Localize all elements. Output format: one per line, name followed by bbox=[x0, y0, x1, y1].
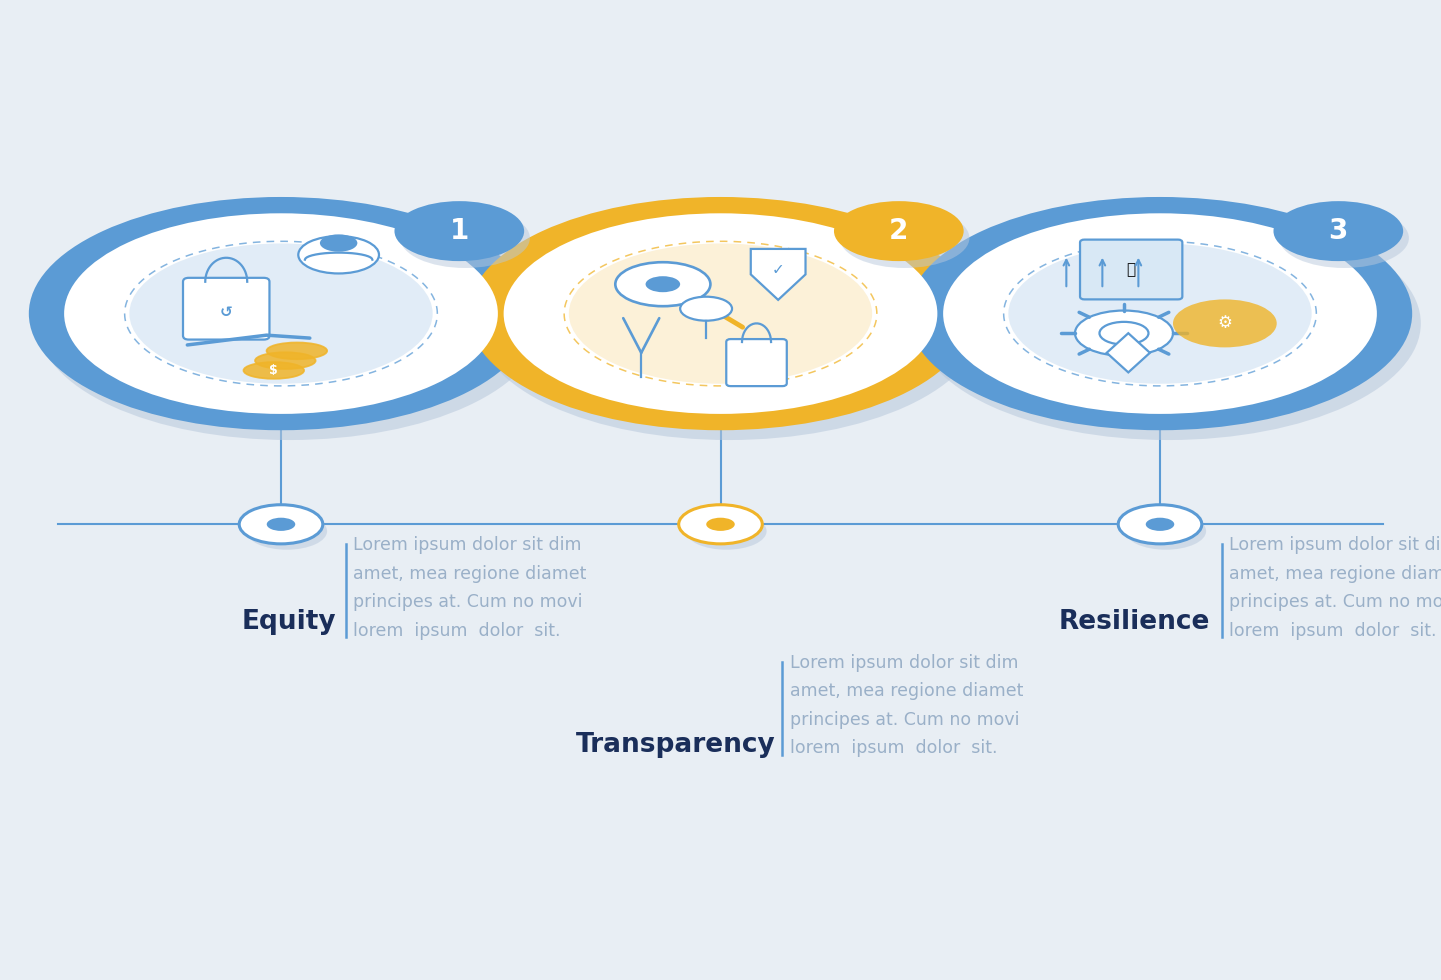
Ellipse shape bbox=[401, 208, 530, 268]
FancyBboxPatch shape bbox=[183, 277, 269, 339]
Text: 2: 2 bbox=[889, 218, 908, 245]
Ellipse shape bbox=[1099, 321, 1148, 345]
Ellipse shape bbox=[679, 505, 762, 544]
Ellipse shape bbox=[37, 207, 542, 440]
Text: $: $ bbox=[269, 364, 278, 377]
Text: 3: 3 bbox=[1329, 218, 1347, 245]
Ellipse shape bbox=[130, 243, 432, 384]
Ellipse shape bbox=[569, 243, 872, 384]
Ellipse shape bbox=[840, 208, 970, 268]
Text: Transparency: Transparency bbox=[575, 732, 775, 758]
Ellipse shape bbox=[916, 207, 1421, 440]
Ellipse shape bbox=[298, 236, 379, 273]
Ellipse shape bbox=[244, 362, 304, 379]
Text: Resilience: Resilience bbox=[1059, 610, 1210, 635]
Ellipse shape bbox=[267, 517, 295, 531]
Text: ↺: ↺ bbox=[220, 305, 232, 320]
Text: 1: 1 bbox=[450, 218, 468, 245]
Ellipse shape bbox=[646, 276, 680, 292]
Ellipse shape bbox=[706, 517, 735, 531]
Text: Lorem ipsum dolor sit dim
amet, mea regione diamet
principes at. Cum no movi
lor: Lorem ipsum dolor sit dim amet, mea regi… bbox=[353, 536, 586, 640]
Ellipse shape bbox=[29, 197, 533, 430]
Ellipse shape bbox=[255, 352, 316, 368]
Text: 🌿: 🌿 bbox=[1127, 262, 1136, 277]
Text: ✓: ✓ bbox=[772, 262, 784, 277]
Ellipse shape bbox=[239, 505, 323, 544]
Ellipse shape bbox=[395, 201, 525, 261]
Ellipse shape bbox=[1280, 208, 1409, 268]
Ellipse shape bbox=[615, 263, 710, 306]
Polygon shape bbox=[1107, 333, 1150, 372]
Ellipse shape bbox=[246, 513, 327, 550]
Text: Lorem ipsum dolor sit dim
amet, mea regione diamet
principes at. Cum no movi
lor: Lorem ipsum dolor sit dim amet, mea regi… bbox=[1229, 536, 1441, 640]
Ellipse shape bbox=[908, 197, 1412, 430]
Ellipse shape bbox=[834, 201, 964, 261]
Ellipse shape bbox=[468, 197, 973, 430]
Ellipse shape bbox=[320, 234, 357, 252]
Ellipse shape bbox=[680, 297, 732, 320]
Text: Equity: Equity bbox=[241, 610, 336, 635]
Ellipse shape bbox=[1125, 513, 1206, 550]
Ellipse shape bbox=[944, 214, 1378, 414]
Ellipse shape bbox=[1274, 201, 1404, 261]
Ellipse shape bbox=[504, 214, 937, 414]
Ellipse shape bbox=[1075, 311, 1173, 356]
Text: ⚙: ⚙ bbox=[1218, 315, 1232, 332]
Ellipse shape bbox=[65, 214, 499, 414]
Polygon shape bbox=[751, 249, 806, 300]
FancyBboxPatch shape bbox=[726, 339, 787, 386]
Ellipse shape bbox=[1009, 243, 1311, 384]
Ellipse shape bbox=[686, 513, 767, 550]
Ellipse shape bbox=[477, 207, 981, 440]
FancyBboxPatch shape bbox=[1081, 239, 1182, 299]
Ellipse shape bbox=[1173, 300, 1277, 347]
Text: Lorem ipsum dolor sit dim
amet, mea regione diamet
principes at. Cum no movi
lor: Lorem ipsum dolor sit dim amet, mea regi… bbox=[790, 654, 1023, 758]
Ellipse shape bbox=[267, 342, 327, 360]
Ellipse shape bbox=[1146, 517, 1174, 531]
Ellipse shape bbox=[1118, 505, 1202, 544]
